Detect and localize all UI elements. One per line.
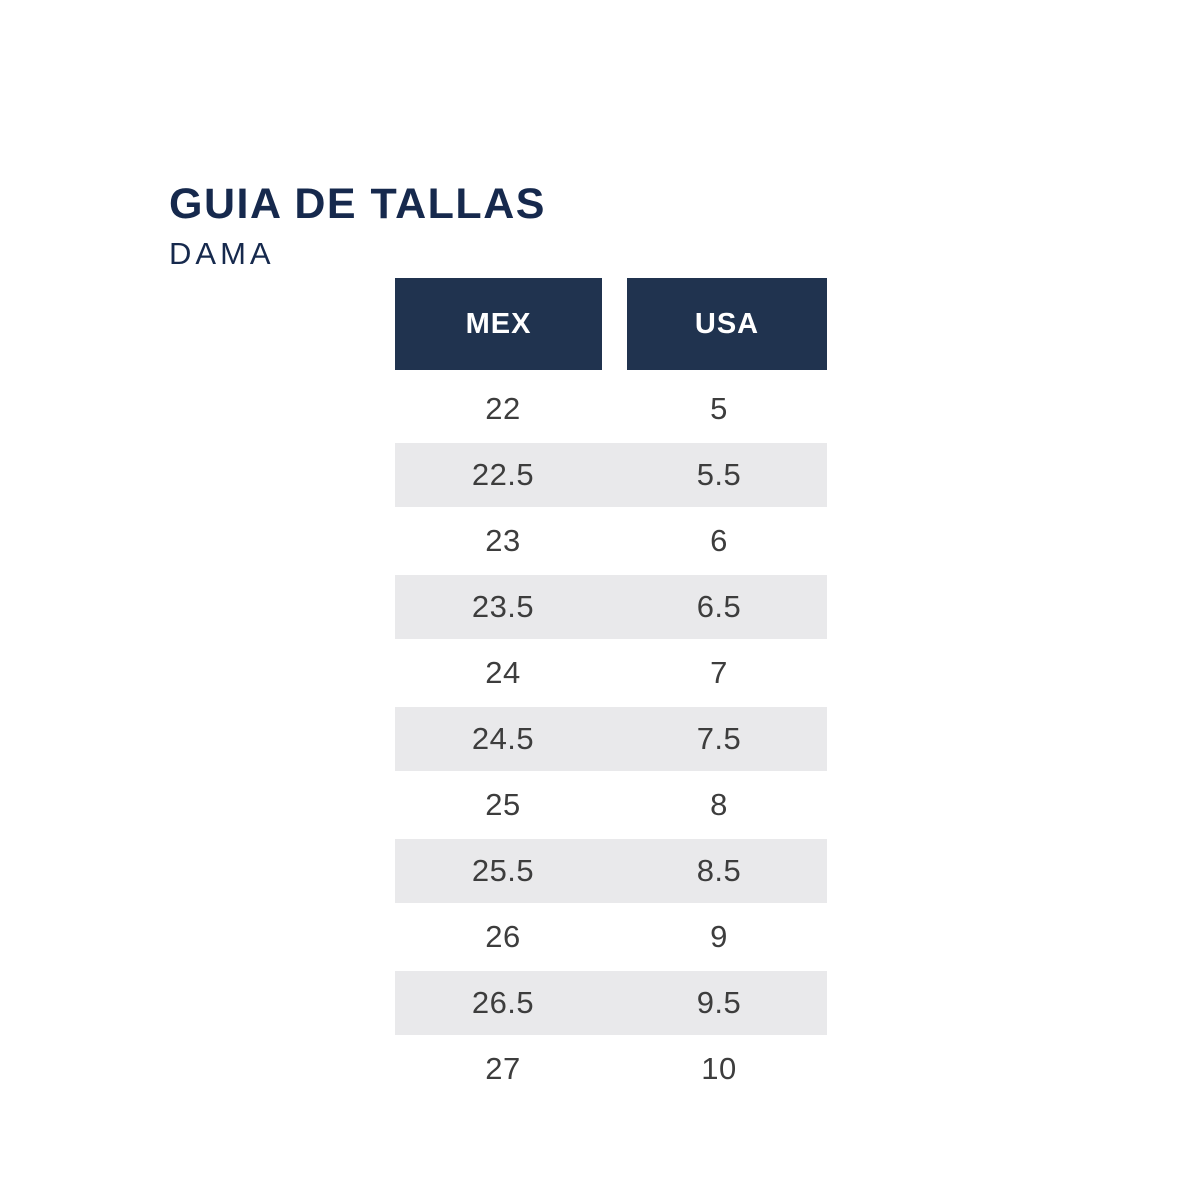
table-row: 22 5 bbox=[395, 376, 827, 442]
mex-size-cell: 25.5 bbox=[471, 853, 535, 888]
mex-size-cell: 22.5 bbox=[471, 457, 535, 492]
table-row: 26 9 bbox=[395, 904, 827, 970]
table-row: 23.5 6.5 bbox=[395, 574, 827, 640]
table-row: 25 8 bbox=[395, 772, 827, 838]
usa-size-cell: 10 bbox=[701, 1051, 737, 1086]
size-table: MEX USA 22 5 22.5 5.5 23 6 23.5 6.5 24 7 24.5 7.5 25… bbox=[395, 278, 827, 1102]
usa-size-cell: 9.5 bbox=[696, 985, 742, 1020]
size-table-header-row: MEX USA bbox=[395, 278, 827, 370]
usa-size-cell: 5.5 bbox=[696, 457, 742, 492]
page-subtitle: DAMA bbox=[169, 236, 275, 271]
usa-size-cell: 7 bbox=[710, 655, 728, 690]
table-row: 23 6 bbox=[395, 508, 827, 574]
column-header-usa: USA bbox=[627, 278, 827, 370]
page-title: GUIA DE TALLAS bbox=[169, 180, 546, 228]
usa-size-cell: 8 bbox=[710, 787, 728, 822]
table-row: 25.5 8.5 bbox=[395, 838, 827, 904]
mex-size-cell: 23.5 bbox=[471, 589, 535, 624]
mex-size-cell: 24.5 bbox=[471, 721, 535, 756]
mex-size-cell: 25 bbox=[485, 787, 521, 822]
mex-size-cell: 23 bbox=[485, 523, 521, 558]
mex-size-cell: 26 bbox=[485, 919, 521, 954]
mex-size-cell: 22 bbox=[485, 391, 521, 426]
table-row: 27 10 bbox=[395, 1036, 827, 1102]
usa-size-cell: 8.5 bbox=[696, 853, 742, 888]
usa-size-cell: 9 bbox=[710, 919, 728, 954]
usa-size-cell: 7.5 bbox=[696, 721, 742, 756]
table-row: 24.5 7.5 bbox=[395, 706, 827, 772]
usa-size-cell: 6.5 bbox=[696, 589, 742, 624]
usa-size-cell: 5 bbox=[710, 391, 728, 426]
column-header-mex: MEX bbox=[395, 278, 602, 370]
mex-size-cell: 27 bbox=[485, 1051, 521, 1086]
usa-size-cell: 6 bbox=[710, 523, 728, 558]
size-table-body: 22 5 22.5 5.5 23 6 23.5 6.5 24 7 24.5 7.5 25 8 25.5 8.5… bbox=[395, 376, 827, 1102]
table-row: 22.5 5.5 bbox=[395, 442, 827, 508]
table-row: 24 7 bbox=[395, 640, 827, 706]
mex-size-cell: 26.5 bbox=[471, 985, 535, 1020]
mex-size-cell: 24 bbox=[485, 655, 521, 690]
table-row: 26.5 9.5 bbox=[395, 970, 827, 1036]
